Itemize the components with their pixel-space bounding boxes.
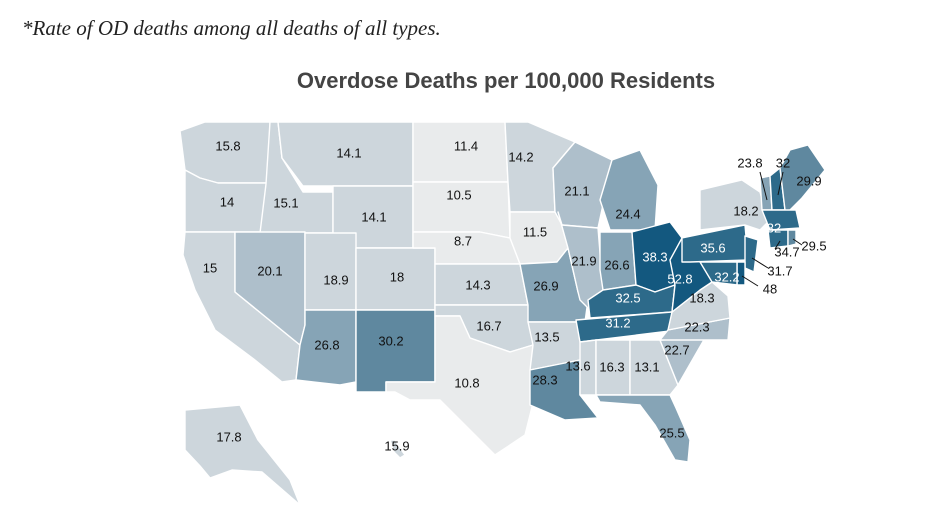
state-value-la: 28.3 xyxy=(532,372,557,387)
state-value-ms: 13.6 xyxy=(565,358,590,373)
state-value-wy: 14.1 xyxy=(361,209,386,224)
leader-line-nj xyxy=(751,257,769,269)
state-value-mi: 24.4 xyxy=(615,206,640,221)
state-value-nh: 32 xyxy=(776,155,790,170)
state-value-ma: 32 xyxy=(767,220,781,235)
state-value-mn: 14.2 xyxy=(508,149,533,164)
state-value-ct: 34.7 xyxy=(774,244,799,259)
state-value-sd: 10.5 xyxy=(446,187,471,202)
state-value-wa: 15.8 xyxy=(215,138,240,153)
state-value-vt: 23.8 xyxy=(737,155,762,170)
leader-line-vt xyxy=(759,171,768,201)
state-ma[interactable] xyxy=(761,209,801,231)
map-title: Overdose Deaths per 100,000 Residents xyxy=(296,68,716,93)
state-value-me: 29.9 xyxy=(796,173,821,188)
state-value-wv: 52.8 xyxy=(667,271,692,286)
state-hi[interactable] xyxy=(389,439,406,459)
state-value-ri: 29.5 xyxy=(801,238,826,253)
leader-line-de xyxy=(741,275,759,287)
state-value-ut: 18.9 xyxy=(323,272,348,287)
state-nm[interactable] xyxy=(355,309,436,393)
state-ny[interactable] xyxy=(699,179,769,231)
leader-line-ri xyxy=(792,238,803,246)
state-md[interactable] xyxy=(699,261,738,286)
state-value-co: 18 xyxy=(390,269,404,284)
state-value-nc: 22.3 xyxy=(684,319,709,334)
state-value-or: 14 xyxy=(220,194,234,209)
state-value-id: 15.1 xyxy=(273,195,298,210)
state-ak[interactable] xyxy=(184,404,301,506)
state-value-wi: 21.1 xyxy=(564,183,589,198)
state-value-ia: 11.5 xyxy=(523,224,547,239)
state-value-tx: 10.8 xyxy=(454,375,479,390)
state-value-pa: 35.6 xyxy=(700,240,725,255)
state-value-va: 18.3 xyxy=(689,290,714,305)
state-value-in: 26.6 xyxy=(604,257,629,272)
state-value-al: 16.3 xyxy=(599,359,624,374)
state-value-ks: 14.3 xyxy=(465,277,490,292)
state-value-oh: 38.3 xyxy=(642,249,667,264)
state-value-nj: 31.7 xyxy=(767,263,792,278)
state-value-nv: 20.1 xyxy=(257,263,282,278)
footnote: *Rate of OD deaths among all deaths of a… xyxy=(22,16,441,40)
state-value-ga: 13.1 xyxy=(634,359,659,374)
state-tx[interactable] xyxy=(385,315,536,456)
state-value-az: 26.8 xyxy=(314,337,339,352)
state-pa[interactable] xyxy=(681,224,749,263)
state-value-ar: 13.5 xyxy=(534,329,559,344)
state-value-md: 32.2 xyxy=(714,269,739,284)
state-value-de: 48 xyxy=(763,281,777,296)
state-value-hi: 15.9 xyxy=(384,438,409,453)
state-value-ny: 18.2 xyxy=(733,203,758,218)
state-ri[interactable] xyxy=(787,229,797,247)
state-value-ca: 15 xyxy=(203,260,217,275)
state-value-mo: 26.9 xyxy=(533,278,558,293)
state-value-nm: 30.2 xyxy=(378,333,403,348)
state-value-ne: 8.7 xyxy=(454,233,472,248)
state-value-mt: 14.1 xyxy=(336,145,361,160)
state-value-nd: 11.4 xyxy=(454,138,478,153)
state-value-il: 21.9 xyxy=(571,253,596,268)
state-ga[interactable] xyxy=(629,339,679,396)
state-value-ky: 32.5 xyxy=(615,290,640,305)
state-value-fl: 25.5 xyxy=(659,425,684,440)
leader-line-ct xyxy=(774,240,781,250)
state-value-ak: 17.8 xyxy=(216,429,241,444)
state-value-ok: 16.7 xyxy=(476,318,501,333)
state-fl[interactable] xyxy=(595,394,691,463)
state-value-tn: 31.2 xyxy=(605,315,630,330)
state-value-sc: 22.7 xyxy=(664,342,689,357)
leader-line-nh xyxy=(777,171,784,196)
state-nj[interactable] xyxy=(744,235,759,273)
